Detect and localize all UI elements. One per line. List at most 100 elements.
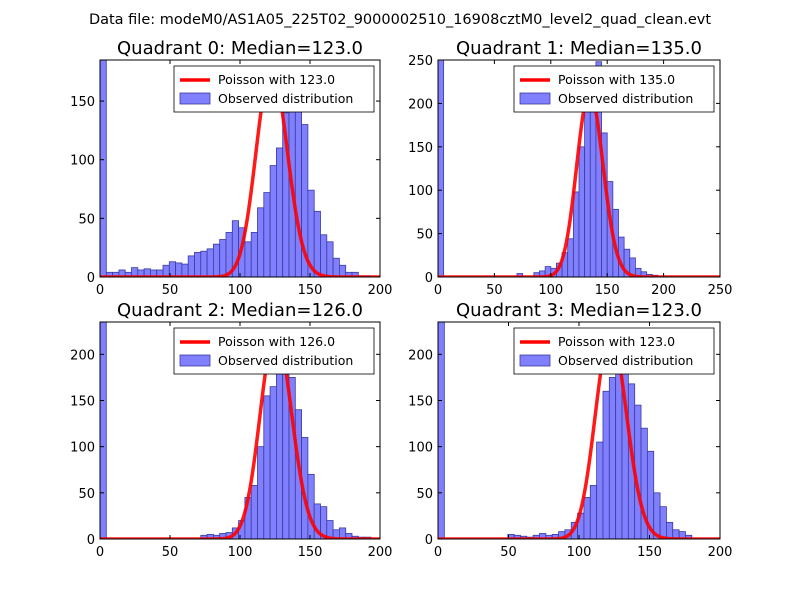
legend-label-observed: Observed distribution — [558, 353, 693, 368]
histogram-bar — [257, 446, 265, 539]
y-tick-label: 50 — [416, 487, 433, 502]
x-tick-label: 50 — [162, 283, 179, 298]
y-tick-label: 150 — [70, 95, 95, 110]
histogram-bar — [257, 207, 265, 277]
histogram-bar — [583, 497, 591, 539]
histogram-bar — [307, 473, 315, 539]
x-tick-label: 100 — [228, 545, 253, 560]
histogram-bar — [250, 485, 258, 539]
histogram-bar — [332, 257, 340, 277]
y-tick-label: 100 — [408, 184, 433, 199]
axes-frame — [437, 59, 721, 278]
plot-area — [100, 60, 380, 277]
histogram-bar — [596, 441, 604, 539]
histogram-bar — [578, 146, 586, 277]
legend-label-observed: Observed distribution — [218, 353, 353, 368]
y-tick-label: 0 — [87, 533, 95, 548]
legend: Poisson with 126.0 Observed distribution — [173, 327, 375, 375]
x-tick-label: 100 — [538, 283, 563, 298]
legend-label-observed: Observed distribution — [218, 91, 353, 106]
legend: Poisson with 123.0 Observed distribution — [173, 65, 375, 113]
histogram-bar — [263, 395, 271, 539]
y-tick-label: 0 — [425, 533, 433, 548]
poisson-curve — [438, 90, 720, 277]
subplot-title: Quadrant 3: Median=123.0 — [456, 300, 702, 321]
y-tick-label: 150 — [408, 141, 433, 156]
y-tick-label: 200 — [70, 348, 95, 363]
histogram-bar — [313, 210, 321, 277]
x-tick-label: 150 — [298, 545, 323, 560]
y-tick-label: 100 — [70, 154, 95, 169]
y-tick-label: 0 — [425, 271, 433, 286]
x-tick-label: 150 — [595, 283, 620, 298]
x-tick-label: 50 — [486, 283, 503, 298]
histogram-bar — [206, 248, 214, 277]
histogram-bar — [194, 251, 202, 277]
histogram-bar — [326, 241, 334, 277]
legend-label-observed: Observed distribution — [558, 91, 693, 106]
legend: Poisson with 123.0 Observed distribution — [513, 327, 715, 375]
y-tick-label: 200 — [408, 97, 433, 112]
y-tick-label: 250 — [408, 54, 433, 69]
subplot-title: Quadrant 1: Median=135.0 — [456, 38, 702, 59]
x-tick-label: 100 — [228, 283, 253, 298]
y-tick-label: 150 — [70, 394, 95, 409]
y-tick-label: 50 — [78, 212, 95, 227]
histogram-bar — [567, 238, 574, 277]
histogram-bar — [200, 250, 208, 277]
x-tick-label: 250 — [708, 283, 733, 298]
x-tick-label: 150 — [637, 545, 662, 560]
plot-area — [438, 60, 720, 277]
x-tick-label: 150 — [298, 283, 323, 298]
x-tick-label: 50 — [162, 545, 179, 560]
subplot-title: Quadrant 0: Median=123.0 — [117, 38, 363, 59]
histogram-bar — [244, 241, 252, 277]
y-tick-label: 100 — [408, 441, 433, 456]
x-tick-label: 0 — [96, 545, 104, 560]
subplot-quadrant-1: 0 50 100 150 200 250 0 50 100 150 200 250 Quadrant 1… — [408, 38, 732, 298]
x-tick-label: 0 — [96, 283, 104, 298]
plot-area — [438, 322, 720, 539]
y-tick-label: 50 — [416, 228, 433, 243]
histogram-bar — [572, 191, 580, 277]
x-tick-label: 0 — [434, 283, 442, 298]
histogram-bar — [438, 322, 445, 539]
legend-label-poisson: Poisson with 126.0 — [218, 334, 335, 349]
histogram-bar — [212, 243, 221, 277]
legend-bar-swatch — [179, 354, 211, 367]
histogram-bar — [275, 147, 284, 277]
legend-bar-swatch — [519, 92, 551, 105]
histogram-bar — [250, 232, 258, 277]
histogram-bar — [269, 386, 277, 539]
x-tick-label: 200 — [708, 545, 733, 560]
histogram-bar — [659, 506, 667, 539]
legend-label-poisson: Poisson with 135.0 — [558, 72, 675, 87]
histogram-bar — [608, 377, 617, 539]
histogram-bar — [269, 165, 277, 277]
legend-bar-swatch — [519, 354, 551, 367]
histogram-bar — [100, 322, 107, 539]
y-tick-label: 200 — [408, 348, 433, 363]
legend: Poisson with 135.0 Observed distribution — [513, 65, 715, 113]
x-tick-label: 200 — [651, 283, 676, 298]
x-tick-label: 50 — [500, 545, 517, 560]
legend-label-poisson: Poisson with 123.0 — [218, 72, 335, 87]
y-tick-label: 50 — [78, 487, 95, 502]
legend-label-poisson: Poisson with 123.0 — [558, 334, 675, 349]
histogram-bar — [685, 534, 693, 539]
y-tick-label: 150 — [408, 394, 433, 409]
histogram-bar — [100, 60, 107, 277]
histogram-bar — [584, 109, 591, 277]
histogram-bar — [438, 60, 445, 277]
y-tick-label: 100 — [70, 441, 95, 456]
subplot-quadrant-3: 0 50 100 150 200 0 50 100 150 200 Quadrant 3: Medi… — [408, 300, 732, 560]
x-tick-label: 200 — [368, 283, 393, 298]
histogram-bar — [175, 262, 183, 277]
histogram-bar — [162, 264, 170, 277]
histogram-bar — [602, 390, 610, 539]
histogram-bar — [219, 239, 227, 277]
subplot-quadrant-0: 0 50 100 150 200 0 50 100 150 Quadrant 0: Median=… — [70, 38, 392, 298]
y-tick-label: 0 — [87, 271, 95, 286]
legend-bar-swatch — [179, 92, 211, 105]
